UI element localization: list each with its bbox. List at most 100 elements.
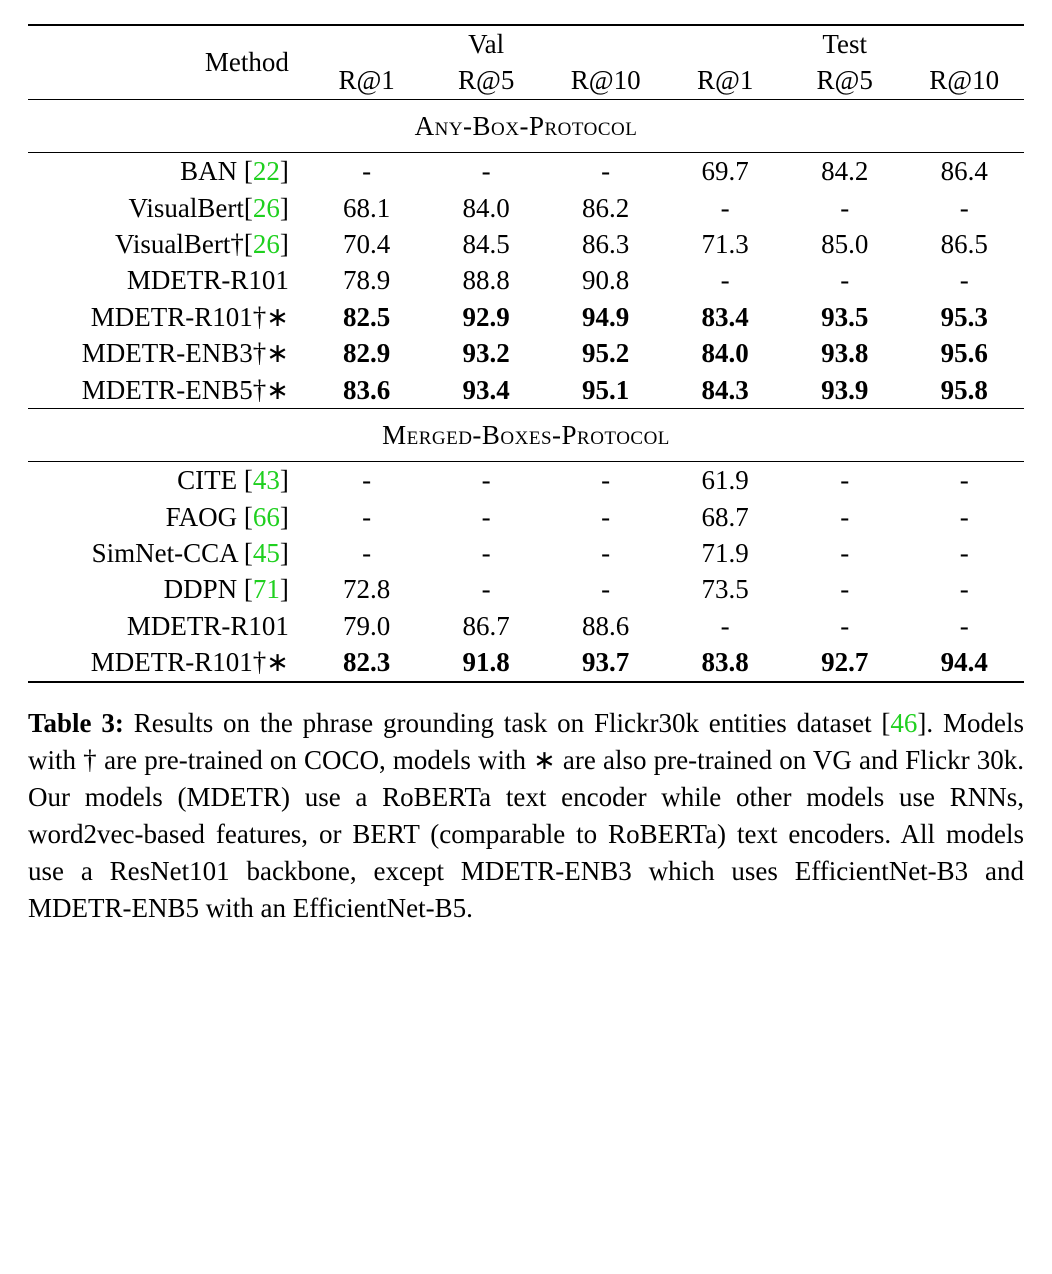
- header-test: Test: [665, 25, 1024, 62]
- value-cell: 83.6: [307, 372, 427, 409]
- section-merged: Merged-Boxes-Protocol: [28, 408, 1024, 461]
- value-cell: 92.9: [426, 299, 546, 335]
- header-sub-0: R@1: [307, 62, 427, 99]
- value-cell: 68.7: [665, 499, 785, 535]
- value-cell: 70.4: [307, 226, 427, 262]
- value-cell: 94.4: [904, 644, 1024, 680]
- cite-num: 22: [253, 156, 280, 186]
- value-cell: 69.7: [665, 153, 785, 190]
- value-cell: -: [426, 571, 546, 607]
- method-cell: FAOG [66]: [28, 499, 307, 535]
- value-cell: 82.5: [307, 299, 427, 335]
- method-cell: CITE [43]: [28, 462, 307, 499]
- header-sub-2: R@10: [546, 62, 666, 99]
- value-cell: -: [426, 535, 546, 571]
- method-cell: MDETR-R101: [28, 608, 307, 644]
- caption-cite: 46: [890, 708, 917, 738]
- value-cell: 84.0: [426, 190, 546, 226]
- value-cell: 83.8: [665, 644, 785, 680]
- value-cell: 79.0: [307, 608, 427, 644]
- value-cell: 84.3: [665, 372, 785, 409]
- value-cell: 72.8: [307, 571, 427, 607]
- value-cell: -: [546, 571, 666, 607]
- value-cell: 78.9: [307, 262, 427, 298]
- value-cell: -: [546, 535, 666, 571]
- caption-pre: Results on the phrase grounding task on …: [124, 708, 891, 738]
- table-caption: Table 3: Results on the phrase grounding…: [28, 705, 1024, 927]
- value-cell: 95.8: [904, 372, 1024, 409]
- section-anybox: Any-Box-Protocol: [28, 99, 1024, 152]
- table-row: MDETR-R10178.988.890.8---: [28, 262, 1024, 298]
- value-cell: 61.9: [665, 462, 785, 499]
- value-cell: 93.7: [546, 644, 666, 680]
- method-cell: BAN [22]: [28, 153, 307, 190]
- value-cell: -: [546, 153, 666, 190]
- method-cell: VisualBert[26]: [28, 190, 307, 226]
- cite-num: 66: [253, 502, 280, 532]
- value-cell: 91.8: [426, 644, 546, 680]
- rows-anybox: BAN [22]---69.784.286.4VisualBert[26]68.…: [28, 153, 1024, 409]
- value-cell: 86.3: [546, 226, 666, 262]
- header-sub-1: R@5: [426, 62, 546, 99]
- table-row: MDETR-R101†∗82.592.994.983.493.595.3: [28, 299, 1024, 335]
- header-sub-4: R@5: [785, 62, 905, 99]
- value-cell: 95.2: [546, 335, 666, 371]
- value-cell: 92.7: [785, 644, 905, 680]
- value-cell: 73.5: [665, 571, 785, 607]
- value-cell: -: [785, 262, 905, 298]
- value-cell: -: [904, 262, 1024, 298]
- value-cell: 71.3: [665, 226, 785, 262]
- value-cell: 88.6: [546, 608, 666, 644]
- value-cell: -: [546, 462, 666, 499]
- value-cell: 68.1: [307, 190, 427, 226]
- value-cell: -: [785, 571, 905, 607]
- table-row: MDETR-ENB5†∗83.693.495.184.393.995.8: [28, 372, 1024, 409]
- value-cell: -: [307, 153, 427, 190]
- value-cell: 84.5: [426, 226, 546, 262]
- table-row: FAOG [66]---68.7--: [28, 499, 1024, 535]
- value-cell: -: [665, 262, 785, 298]
- rows-merged: CITE [43]---61.9--FAOG [66]---68.7--SimN…: [28, 462, 1024, 681]
- header-sub-3: R@1: [665, 62, 785, 99]
- value-cell: 93.5: [785, 299, 905, 335]
- method-cell: MDETR-ENB5†∗: [28, 372, 307, 409]
- table-row: DDPN [71]72.8--73.5--: [28, 571, 1024, 607]
- value-cell: -: [665, 608, 785, 644]
- value-cell: 86.2: [546, 190, 666, 226]
- value-cell: 86.7: [426, 608, 546, 644]
- value-cell: 95.3: [904, 299, 1024, 335]
- value-cell: 82.9: [307, 335, 427, 371]
- caption-post: ]. Models with † are pre-trained on COCO…: [28, 708, 1024, 923]
- cite-num: 43: [253, 465, 280, 495]
- cite-num: 71: [253, 574, 280, 604]
- value-cell: -: [904, 499, 1024, 535]
- value-cell: 95.1: [546, 372, 666, 409]
- value-cell: -: [904, 535, 1024, 571]
- value-cell: 95.6: [904, 335, 1024, 371]
- caption-label: Table 3:: [28, 708, 124, 738]
- header-method: Method: [28, 25, 307, 99]
- value-cell: 90.8: [546, 262, 666, 298]
- value-cell: -: [307, 462, 427, 499]
- table-row: MDETR-ENB3†∗82.993.295.284.093.895.6: [28, 335, 1024, 371]
- value-cell: 86.4: [904, 153, 1024, 190]
- method-cell: SimNet-CCA [45]: [28, 535, 307, 571]
- results-table: Method Val Test R@1R@5R@10R@1R@5R@10 Any…: [28, 24, 1024, 683]
- method-cell: MDETR-R101†∗: [28, 644, 307, 680]
- value-cell: -: [546, 499, 666, 535]
- value-cell: 88.8: [426, 262, 546, 298]
- value-cell: 93.4: [426, 372, 546, 409]
- value-cell: -: [426, 153, 546, 190]
- value-cell: -: [904, 608, 1024, 644]
- value-cell: -: [904, 462, 1024, 499]
- cite-num: 45: [253, 538, 280, 568]
- value-cell: -: [904, 571, 1024, 607]
- table-row: MDETR-R101†∗82.391.893.783.892.794.4: [28, 644, 1024, 680]
- value-cell: 93.8: [785, 335, 905, 371]
- value-cell: -: [426, 499, 546, 535]
- value-cell: -: [307, 535, 427, 571]
- method-cell: MDETR-R101: [28, 262, 307, 298]
- value-cell: -: [785, 535, 905, 571]
- method-cell: MDETR-ENB3†∗: [28, 335, 307, 371]
- value-cell: -: [665, 190, 785, 226]
